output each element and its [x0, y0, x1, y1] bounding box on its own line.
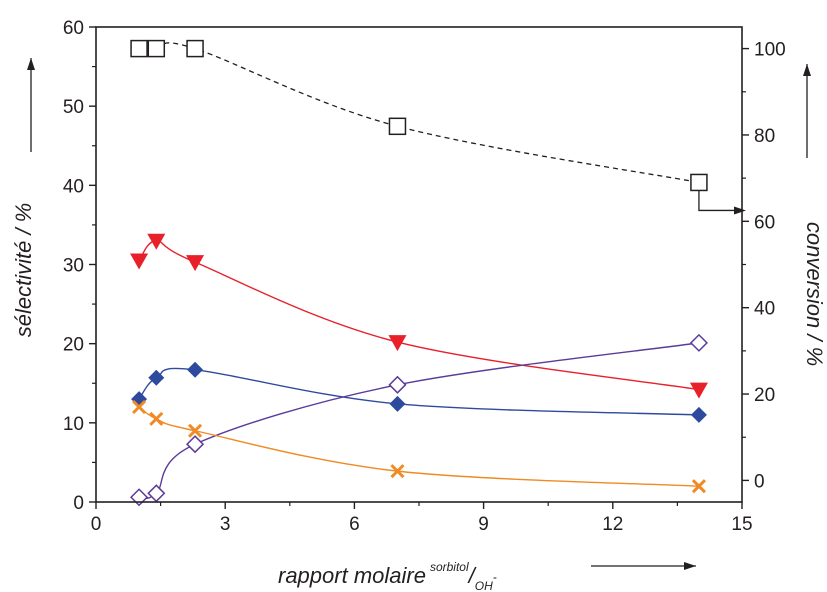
marks-layer — [130, 39, 708, 507]
left-tick-label: 20 — [63, 335, 84, 356]
data-point-1-0 — [130, 253, 149, 270]
left-tick-label: 40 — [63, 176, 84, 197]
data-point-0-3 — [388, 117, 407, 136]
data-point-0-4 — [690, 173, 708, 192]
x-tick-label: 0 — [91, 514, 102, 535]
data-point-1-4 — [689, 382, 708, 399]
x-tick-label: 9 — [478, 514, 489, 535]
data-point-0-1 — [147, 39, 166, 58]
annotations-layer — [27, 58, 811, 570]
data-point-3-4 — [689, 333, 708, 352]
data-point-2-0 — [131, 391, 148, 408]
series-line-1 — [138, 240, 700, 391]
data-point-3-0 — [130, 488, 149, 507]
data-point-2-2 — [187, 361, 204, 378]
data-point-4-3 — [390, 464, 405, 479]
conversion-axis-pointer — [698, 190, 746, 215]
data-point-4-0 — [132, 399, 147, 415]
data-point-1-3 — [388, 335, 407, 352]
left-tick-label: 30 — [63, 256, 84, 277]
left-tick-label: 10 — [63, 414, 84, 435]
data-point-0-0 — [130, 39, 148, 58]
x-tick-label: 6 — [349, 514, 360, 535]
right-axis-arrow — [803, 64, 811, 158]
data-point-4-1 — [149, 411, 164, 426]
data-point-3-2 — [185, 435, 205, 454]
x-tick-label: 15 — [731, 514, 752, 535]
x-axis-arrow — [591, 562, 696, 570]
right-tick-label: 80 — [754, 126, 775, 147]
data-point-2-1 — [148, 369, 165, 386]
right-tick-label: 100 — [754, 40, 786, 61]
x-axis-title: rapport molaire sorbitol/OH- — [278, 560, 497, 592]
data-point-1-1 — [147, 233, 166, 250]
series-line-2 — [138, 367, 699, 416]
axes-layer: 0 3 6 9 12 15 0 10 20 30 40 50 60 0 20 40 60 80 100 — [63, 18, 786, 535]
right-tick-label: 40 — [754, 299, 775, 320]
x-tick-label: 12 — [602, 514, 623, 535]
data-point-3-3 — [388, 375, 407, 394]
left-axis-title: sélectivité / % — [11, 203, 36, 338]
data-point-1-2 — [186, 255, 205, 272]
data-point-4-4 — [691, 479, 706, 494]
data-point-3-1 — [147, 484, 166, 503]
right-axis-title: conversion / % — [802, 222, 827, 366]
right-tick-label: 0 — [754, 471, 765, 492]
data-point-4-2 — [187, 423, 203, 438]
curves-layer — [138, 42, 700, 500]
series-line-0 — [139, 42, 700, 184]
x-tick-label: 3 — [220, 514, 231, 535]
left-axis-arrow — [27, 58, 35, 152]
series-line-3 — [138, 342, 700, 500]
series-line-4 — [138, 406, 699, 487]
data-point-2-4 — [690, 406, 707, 423]
left-tick-label: 60 — [63, 18, 84, 39]
data-point-2-3 — [389, 395, 406, 412]
left-tick-label: 50 — [63, 97, 84, 118]
right-tick-label: 60 — [754, 212, 775, 233]
right-tick-label: 20 — [754, 385, 775, 406]
left-tick-label: 0 — [73, 493, 84, 514]
data-point-0-2 — [186, 39, 204, 58]
